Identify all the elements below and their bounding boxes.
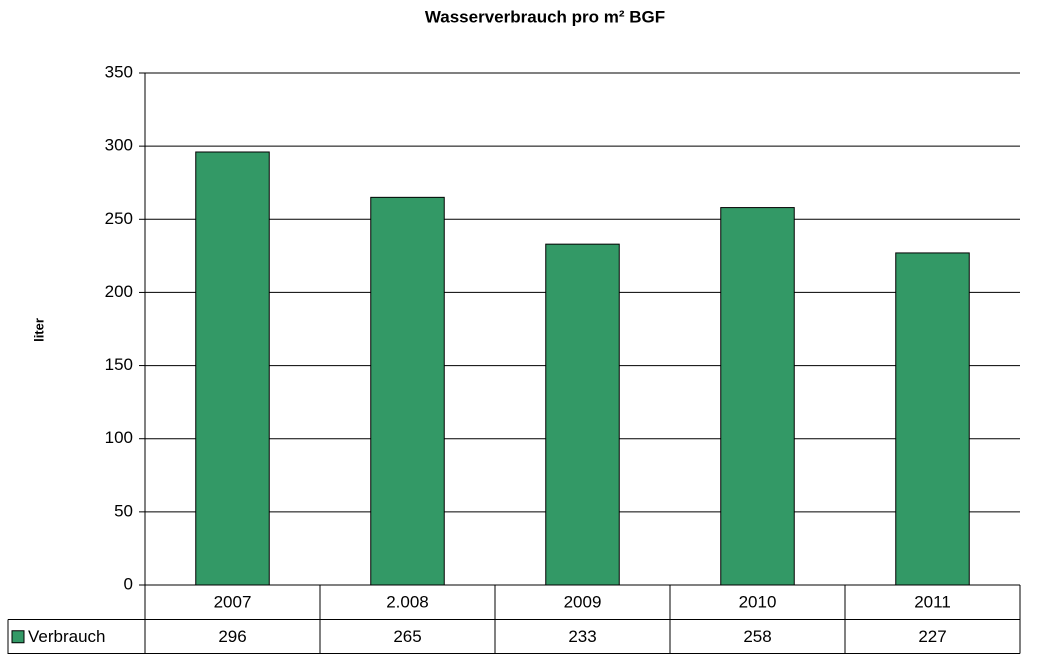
- bar: [545, 243, 620, 586]
- y-tick-label: 250: [105, 209, 133, 228]
- y-tick-label: 350: [105, 62, 133, 81]
- y-tick-label: 0: [124, 574, 133, 593]
- table-value: 296: [218, 627, 246, 646]
- bar: [195, 151, 270, 586]
- y-axis-label: liter: [31, 318, 46, 342]
- table-value: 233: [568, 627, 596, 646]
- table-value: 227: [918, 627, 946, 646]
- x-tick-label: 2007: [214, 593, 252, 612]
- bar: [720, 207, 795, 586]
- legend-label: Verbrauch: [28, 627, 106, 646]
- bar: [895, 252, 970, 586]
- x-tick-label: 2010: [739, 593, 777, 612]
- y-tick-label: 200: [105, 282, 133, 301]
- y-tick-label: 100: [105, 428, 133, 447]
- y-tick-label: 300: [105, 136, 133, 155]
- table-value: 265: [393, 627, 421, 646]
- x-tick-label: 2009: [564, 593, 602, 612]
- y-tick-label: 150: [105, 355, 133, 374]
- legend-swatch: [11, 630, 25, 644]
- x-tick-label: 2011: [914, 593, 951, 612]
- bar: [370, 196, 445, 586]
- x-tick-label: 2.008: [386, 593, 429, 612]
- chart-title: Wasserverbrauch pro m² BGF: [425, 7, 665, 26]
- table-value: 258: [743, 627, 771, 646]
- y-tick-label: 50: [114, 501, 133, 520]
